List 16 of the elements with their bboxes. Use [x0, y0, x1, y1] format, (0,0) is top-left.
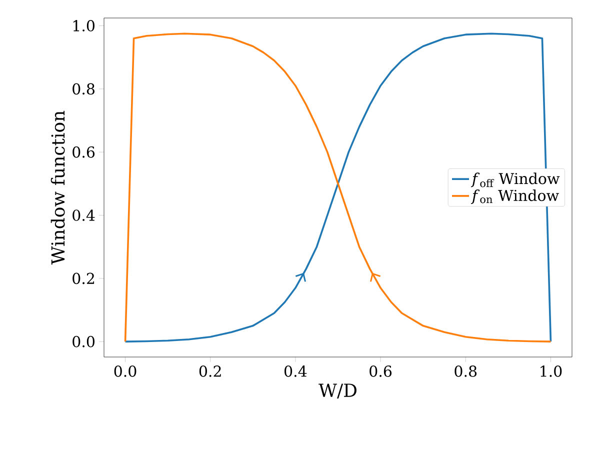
y-tick-label: 0.6 [72, 146, 95, 158]
x-tick-label: 0.6 [370, 366, 392, 377]
x-tick-label: 0.4 [284, 366, 307, 377]
y-tick-label: 1.0 [73, 20, 94, 32]
y-tick-label: 0.0 [72, 336, 94, 348]
x-tick-label: 0.8 [454, 366, 477, 377]
x-tick-label: 0.0 [114, 366, 136, 377]
legend-label: f$_{off}$ Window [470, 172, 560, 188]
y-tick-label: 0.8 [72, 83, 94, 95]
y-axis-title: Window function [50, 110, 65, 265]
y-tick-label: 0.4 [72, 210, 95, 221]
legend-label: f$_{on}$ Window [470, 189, 559, 204]
x-tick-label: 1.0 [540, 366, 562, 377]
y-tick-label: 0.2 [72, 272, 94, 284]
x-axis-title: W/D [318, 384, 356, 398]
x-tick-label: 0.2 [199, 366, 221, 377]
